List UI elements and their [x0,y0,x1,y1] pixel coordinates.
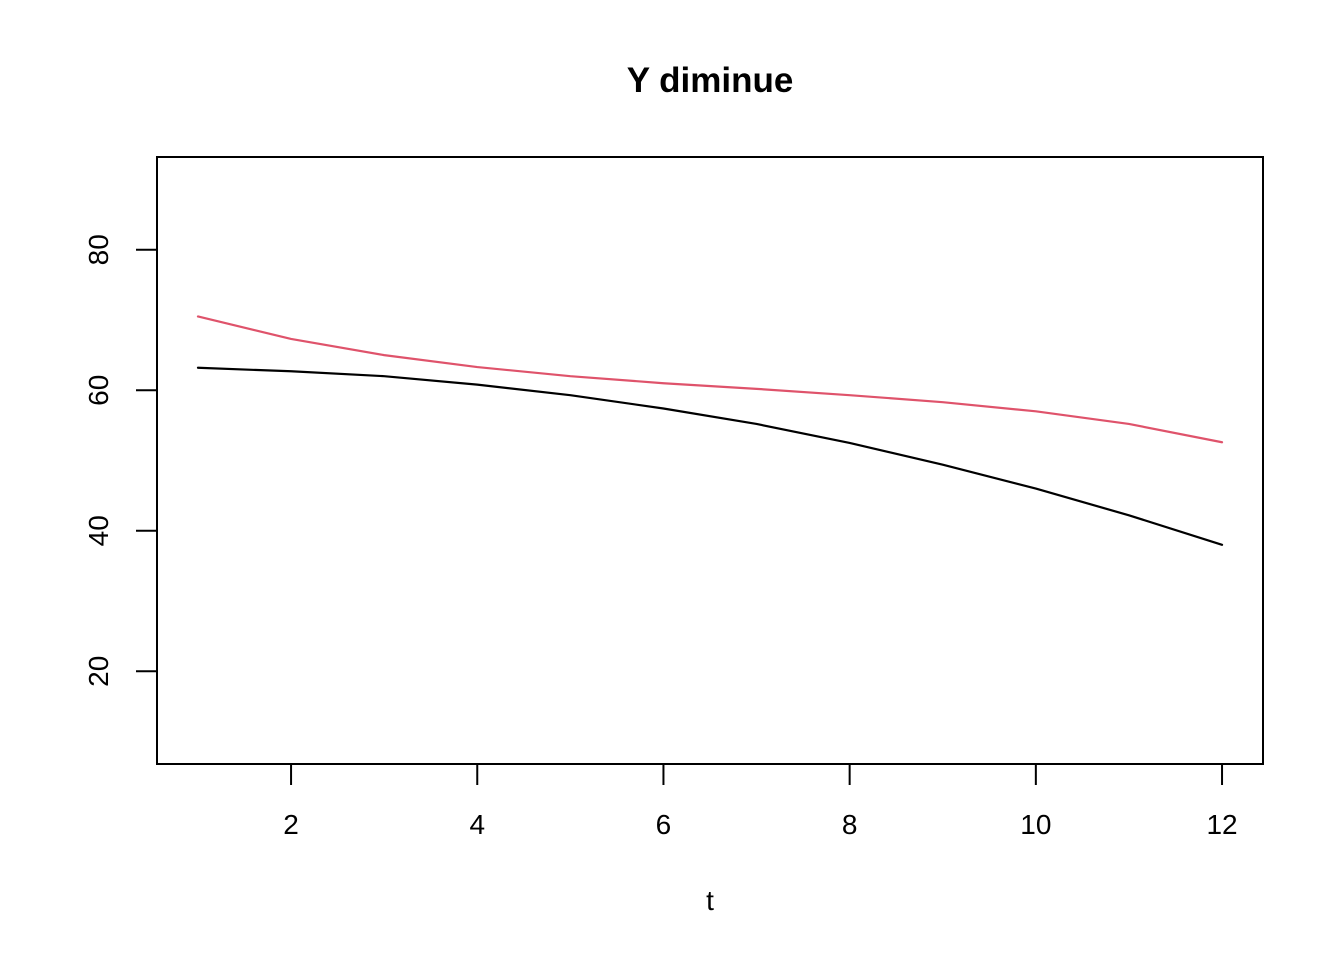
series-line-1 [196,366,1224,546]
series-line-2 [196,315,1224,444]
y-tick-label: 60 [83,375,114,406]
y-tick-label: 80 [83,234,114,265]
x-tick-label: 8 [842,809,858,840]
x-axis-label: t [706,885,714,916]
series-layer [196,315,1224,546]
y-axis: 20 40 60 80 [83,234,157,687]
x-axis: 2 4 6 8 10 12 [283,764,1238,840]
y-tick-label: 20 [83,656,114,687]
plot-frame [156,156,1264,765]
chart-title: Y diminue [627,61,794,100]
y-tick-label: 40 [83,515,114,546]
x-tick-label: 6 [656,809,672,840]
x-tick-label: 12 [1206,809,1237,840]
x-tick-label: 2 [283,809,299,840]
x-tick-label: 10 [1020,809,1051,840]
x-tick-label: 4 [469,809,485,840]
